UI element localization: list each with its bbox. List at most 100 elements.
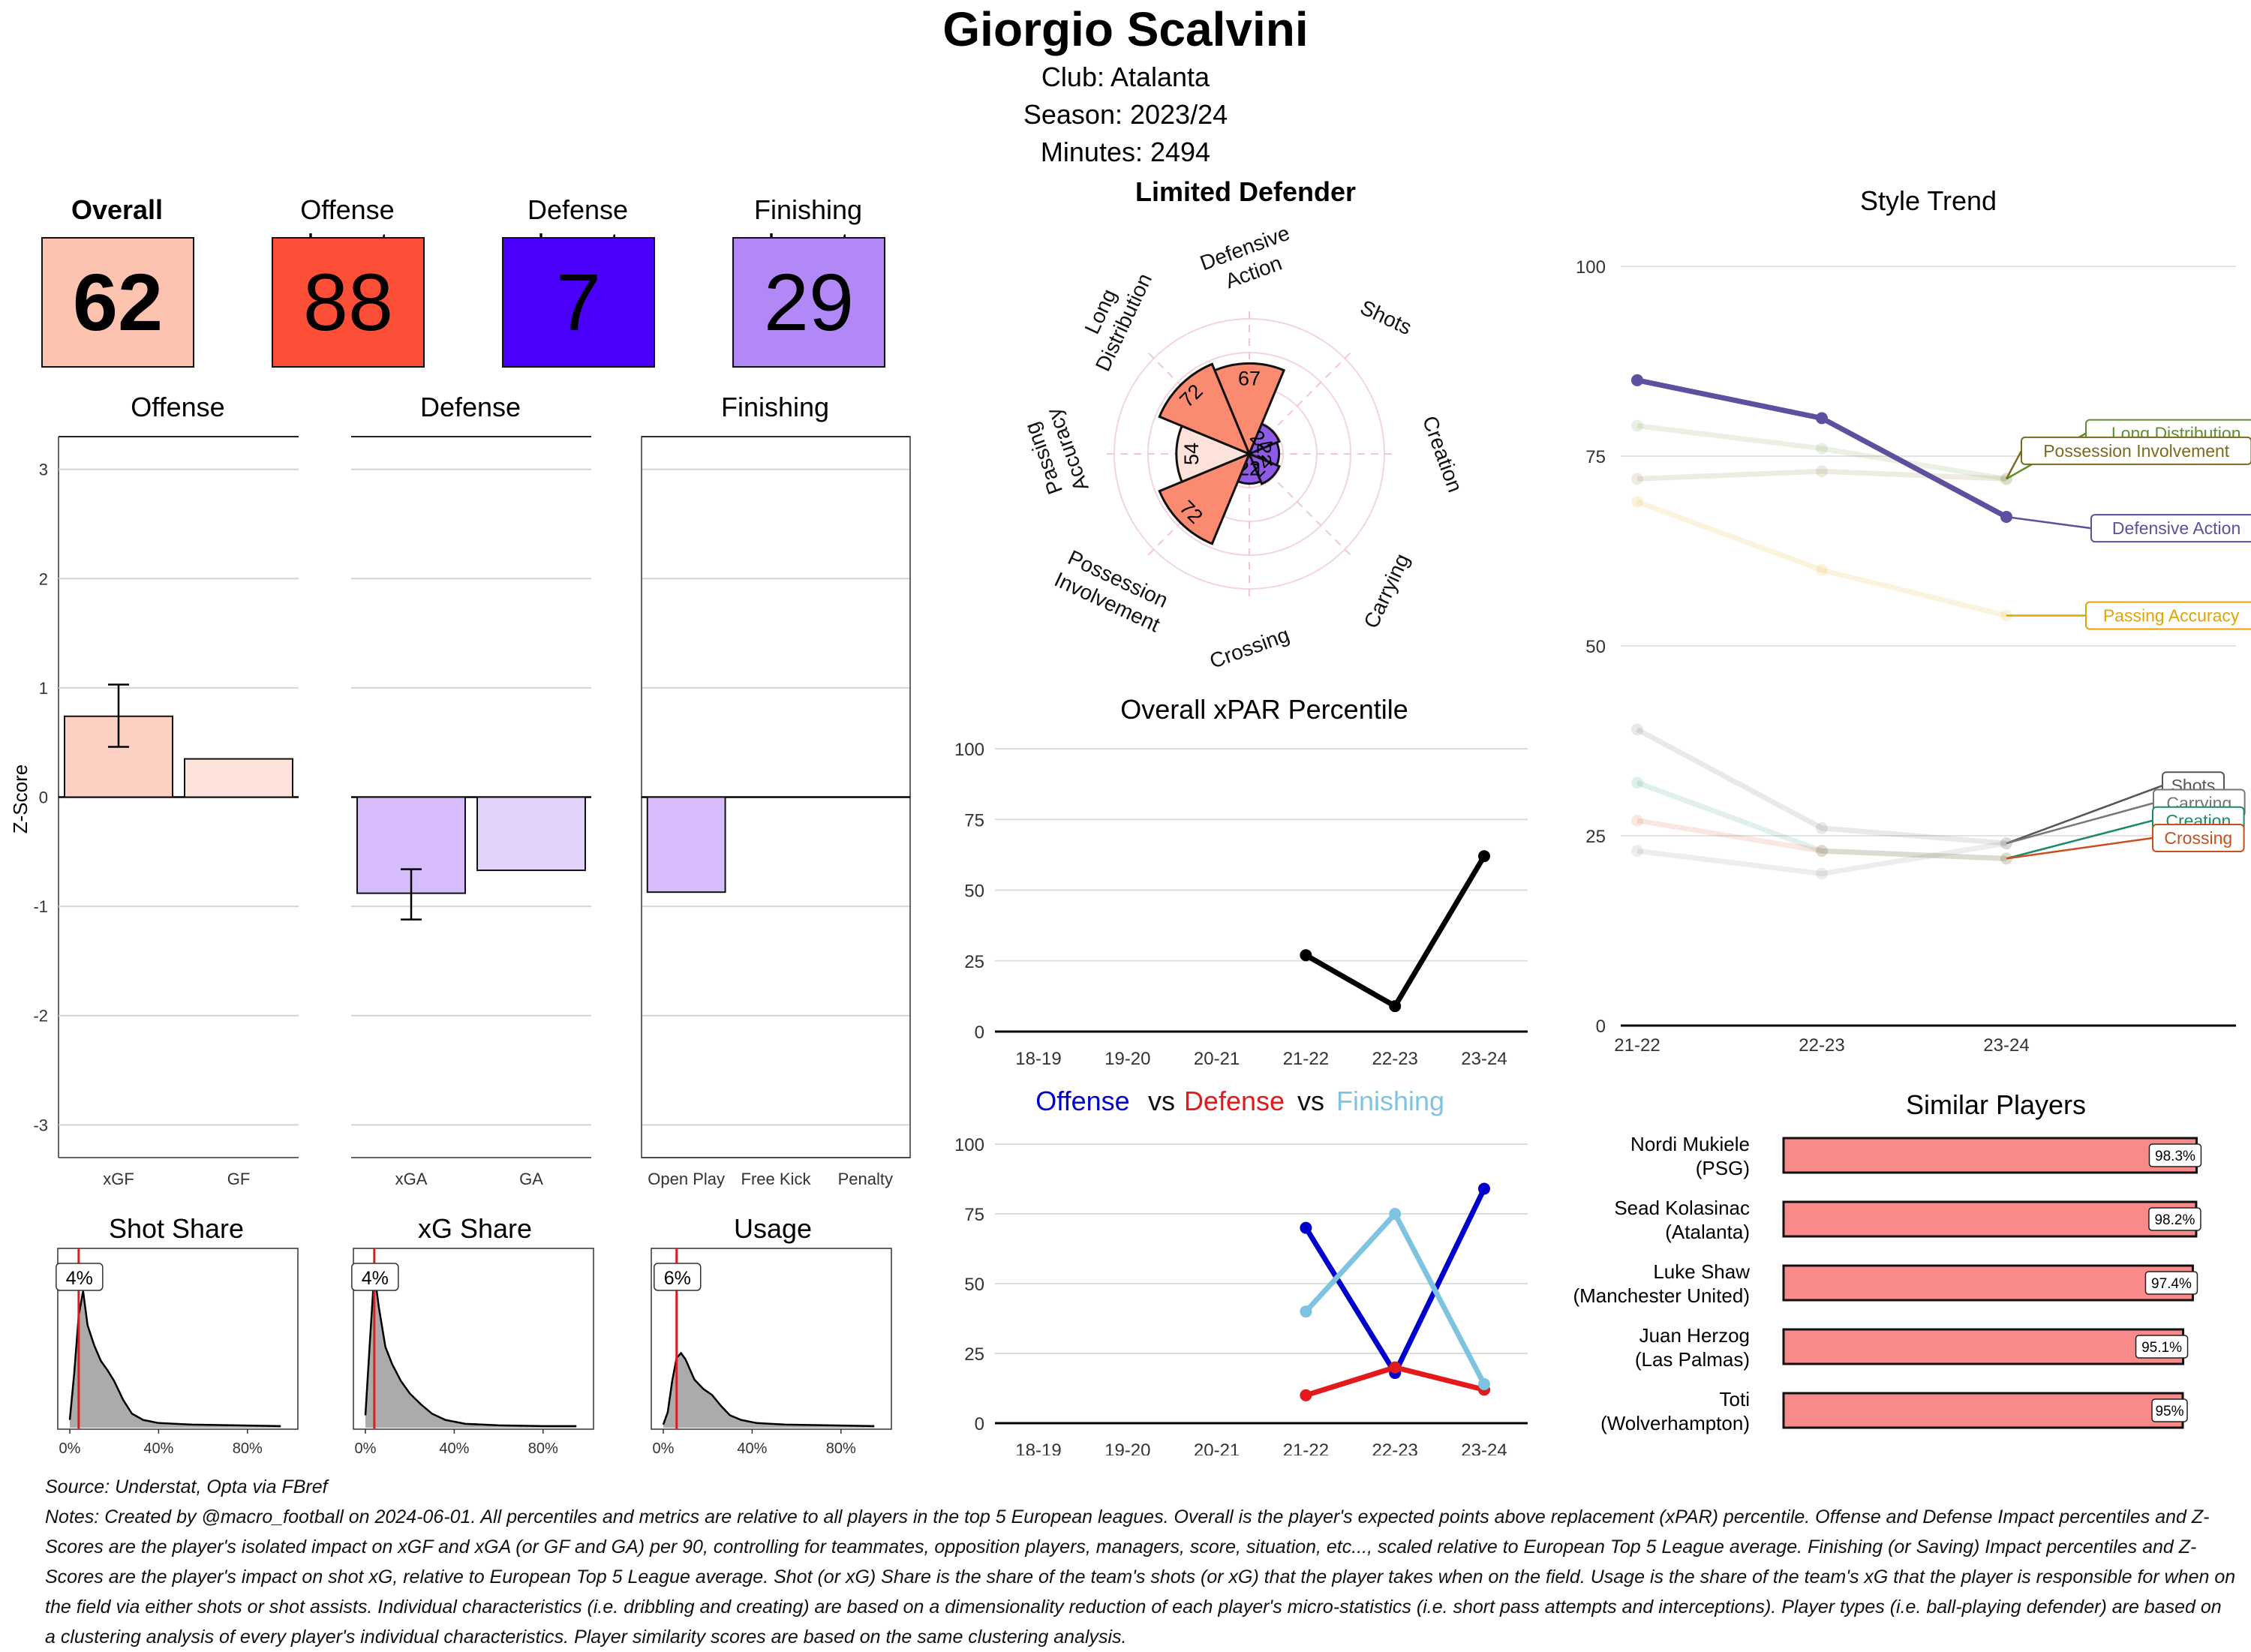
season-line: Season: 2023/24 bbox=[1023, 99, 1228, 130]
similar-player-value-box bbox=[2151, 1398, 2188, 1422]
series-point-xpar bbox=[1478, 850, 1490, 863]
facet-title-defense: Defense bbox=[420, 392, 521, 422]
xpar-percentile-chart: Overall xPAR Percentile 0 25 50 75 100 18-19 1… bbox=[954, 694, 1528, 1069]
trend-x-tick: 22-23 bbox=[1799, 1035, 1844, 1056]
line-chart-y-tick: 25 bbox=[964, 952, 984, 972]
trend-line-shots bbox=[1636, 727, 2007, 846]
similar-player-name: Juan Herzog bbox=[1639, 1324, 1750, 1347]
line-chart-y-tick: 0 bbox=[975, 1414, 984, 1434]
density-value-label: 4% bbox=[66, 1268, 93, 1289]
radar-axis-line bbox=[1249, 453, 1352, 557]
zscore-y-axis-label: Z-Score bbox=[9, 764, 32, 834]
similar-player-club: (Wolverhampton) bbox=[1600, 1412, 1750, 1434]
series-point-defense bbox=[1300, 1389, 1312, 1401]
density-label-box bbox=[351, 1263, 399, 1291]
density-x-tick: 40% bbox=[143, 1440, 173, 1457]
similar-player-value-box bbox=[2148, 1207, 2201, 1231]
similar-players-chart: Similar Players Nordi Mukiele(PSG) 98.3% S… bbox=[1573, 1089, 2202, 1434]
zscore-x-tick: Open Play bbox=[648, 1170, 725, 1188]
radar-category-label-passing-accuracy: PassingAccuracy bbox=[1017, 405, 1092, 503]
trend-label-possession-involvement: Possession Involvement bbox=[2043, 441, 2230, 461]
density-label-box bbox=[654, 1263, 702, 1291]
zscore-bar-finishing-open-play bbox=[646, 796, 726, 894]
trend-y-tick: 0 bbox=[1596, 1017, 1606, 1037]
trend-line-creation bbox=[1636, 779, 2007, 861]
radar-wedge-long-distribution bbox=[1158, 362, 1252, 456]
density-area-xg-share bbox=[365, 1272, 577, 1428]
line-chart-x-tick: 18-19 bbox=[1015, 1440, 1061, 1455]
trend-y-tick: 25 bbox=[1585, 827, 1606, 847]
trend-point-possession-involvement bbox=[1816, 465, 1828, 478]
zscore-y-tick: 3 bbox=[39, 461, 48, 479]
zscore-chart: Z-Score Offense Defense Finishing 3 2 1 0 -1… bbox=[9, 392, 911, 1188]
zscore-y-tick: -2 bbox=[33, 1007, 48, 1026]
line-chart-y-tick: 50 bbox=[964, 882, 984, 902]
zscore-y-tick: -1 bbox=[33, 897, 48, 916]
trend-label-box bbox=[2085, 601, 2251, 630]
trend-point-possession-involvement bbox=[1631, 473, 1643, 485]
series-line-xpar bbox=[1304, 855, 1487, 1009]
ovd-title-vs-2: vs bbox=[1297, 1086, 1324, 1116]
line-chart-x-tick: 22-23 bbox=[1372, 1049, 1418, 1069]
density-curve-usage bbox=[662, 1351, 875, 1428]
trend-label-box bbox=[2090, 514, 2251, 543]
trend-label-passing-accuracy: Passing Accuracy bbox=[2103, 606, 2240, 626]
trend-y-tick: 75 bbox=[1585, 447, 1606, 467]
usage-density-charts: Shot Share xG Share Usage 4% 0% 40% 80% 4% 0%… bbox=[56, 1213, 892, 1457]
line-chart-x-tick: 23-24 bbox=[1461, 1049, 1507, 1069]
trend-point-passing-accuracy bbox=[1631, 495, 1643, 508]
trend-label-leader bbox=[2005, 450, 2023, 479]
notes-text: Notes: Created by @macro_football on 202… bbox=[45, 1506, 2236, 1647]
line-chart-y-tick: 75 bbox=[964, 1205, 984, 1225]
similar-player-name: Nordi Mukiele bbox=[1630, 1133, 1750, 1155]
zscore-x-tick: GA bbox=[519, 1170, 543, 1188]
similar-player-bar bbox=[1782, 1200, 2198, 1238]
trend-line-long-distribution bbox=[1636, 423, 2007, 482]
trend-line-crossing bbox=[1636, 818, 2007, 861]
density-x-tick: 40% bbox=[737, 1440, 767, 1457]
similar-player-value: 97.4% bbox=[2151, 1276, 2192, 1292]
similar-player-bar bbox=[1782, 1264, 2194, 1302]
line-chart-y-tick: 25 bbox=[964, 1344, 984, 1365]
series-point-offense bbox=[1300, 1221, 1312, 1234]
density-title-shot-share: Shot Share bbox=[109, 1213, 244, 1244]
facet-title-offense: Offense bbox=[131, 392, 224, 422]
radar-wedge-possession-involvement bbox=[1158, 452, 1252, 545]
similar-player-bar bbox=[1782, 1392, 2184, 1429]
kpi-overall-value: 62 bbox=[41, 237, 194, 368]
trend-point-crossing bbox=[1816, 845, 1828, 858]
line-chart-y-tick: 0 bbox=[975, 1023, 984, 1043]
similar-player-club: (Manchester United) bbox=[1573, 1284, 1750, 1307]
radar-axis-line bbox=[1249, 351, 1352, 455]
series-point-finishing bbox=[1478, 1377, 1490, 1390]
trend-label-leader bbox=[2006, 819, 2153, 860]
line-chart-x-tick: 19-20 bbox=[1104, 1049, 1150, 1069]
zscore-x-tick: xGA bbox=[395, 1170, 428, 1188]
kpi-defense-impact-value: 7 bbox=[502, 237, 655, 368]
line-chart-x-tick: 20-21 bbox=[1194, 1049, 1240, 1069]
trend-point-creation bbox=[1816, 845, 1828, 858]
similar-player-value-box bbox=[2135, 1335, 2189, 1359]
series-point-finishing bbox=[1389, 1208, 1402, 1220]
radar-wedge-passing-accuracy bbox=[1175, 424, 1252, 484]
density-x-tick: 40% bbox=[439, 1440, 469, 1457]
trend-point-crossing bbox=[1631, 814, 1643, 827]
series-point-finishing bbox=[1300, 1305, 1312, 1318]
zscore-bar-offense-gf bbox=[184, 758, 293, 798]
trend-label-defensive-action: Defensive Action bbox=[2112, 518, 2240, 538]
zscore-bar-defense-ga bbox=[476, 796, 586, 872]
trend-label-crossing: Crossing bbox=[2164, 828, 2232, 848]
club-line: Club: Atalanta bbox=[1041, 62, 1210, 92]
density-x-tick: 0% bbox=[653, 1440, 675, 1457]
trend-point-defensive-action bbox=[1631, 374, 1643, 386]
radar-category-label-shots: Shots bbox=[1357, 296, 1415, 339]
similar-player-name: Luke Shaw bbox=[1653, 1260, 1750, 1283]
line-chart-y-tick: 75 bbox=[964, 810, 984, 831]
offense-defense-finishing-chart: Offense vs Defense vs Finishing 0 25 50 75 1… bbox=[954, 1086, 1528, 1455]
ovd-title-finishing: Finishing bbox=[1336, 1086, 1444, 1116]
zscore-x-tick: GF bbox=[227, 1170, 251, 1188]
line-chart-x-tick: 22-23 bbox=[1372, 1440, 1418, 1455]
radar-category-label-defensive-action: DefensiveAction bbox=[1197, 221, 1301, 299]
kpi-offense-impact-value: 88 bbox=[272, 237, 425, 368]
trend-point-creation bbox=[1631, 776, 1643, 789]
